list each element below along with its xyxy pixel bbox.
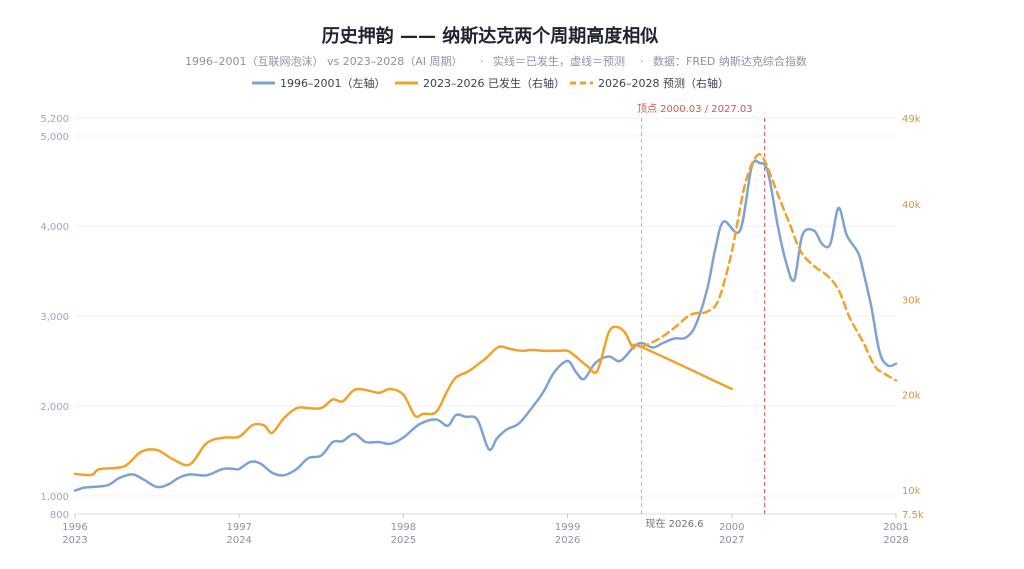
y-left-tick-label: 800: [50, 510, 69, 521]
x-tick-label-bottom: 2023: [62, 535, 87, 546]
annotations: 顶点 2000.03 / 2027.03 现在 2026.6: [637, 103, 766, 530]
series-line-2026-2028-forecast: [640, 153, 898, 382]
subtitle-source: 数据：FRED 纳斯达克综合指数: [653, 54, 807, 68]
x-tick-label-top: 1999: [555, 522, 580, 533]
y-right-tick-label: 10k: [902, 486, 921, 497]
x-tick-label-bottom: 2024: [226, 535, 251, 546]
legend-label: 1996–2001（左轴）: [280, 76, 386, 90]
x-tick-label-top: 2001: [883, 522, 908, 533]
subtitle-dot: ·: [640, 55, 644, 68]
peak-annotation-label: 顶点 2000.03 / 2027.03: [637, 103, 753, 115]
legend-item-2023-2026[interactable]: 2023–2026 已发生（右轴）: [395, 76, 565, 90]
y-left-tick-label: 2,000: [40, 402, 69, 413]
y-axis-right: 7.5k 10k 20k 30k 40k 49k: [902, 114, 924, 521]
legend-item-2026-2028-forecast[interactable]: 2026–2028 预测（右轴）: [570, 76, 729, 90]
y-axis-left: 800 1,000 2,000 3,000 4,000 5,000 5,200: [40, 114, 69, 521]
y-left-tick-label: 5,000: [40, 132, 69, 143]
now-annotation-label: 现在 2026.6: [645, 518, 703, 530]
x-tick-label-top: 1997: [226, 522, 251, 533]
chart-title: 历史押韵 —— 纳斯达克两个周期高度相似: [322, 25, 659, 47]
x-tick-label-top: 1996: [62, 522, 87, 533]
x-tick-label-bottom: 2025: [391, 535, 416, 546]
y-left-tick-label: 3,000: [40, 312, 69, 323]
y-left-tick-label: 5,200: [40, 114, 69, 125]
subtitle-legend-note: 实线＝已发生，虚线＝预测: [493, 54, 625, 68]
y-right-tick-label: 7.5k: [902, 510, 924, 521]
legend: 1996–2001（左轴） 2023–2026 已发生（右轴） 2026–202…: [252, 76, 729, 90]
x-axis: 1996 2023 1997 2024 1998 2025 1999 2026 2000 2027…: [62, 513, 909, 546]
y-right-tick-label: 30k: [902, 295, 921, 306]
legend-label: 2026–2028 预测（右轴）: [598, 76, 729, 90]
x-tick-label-top: 1998: [391, 522, 416, 533]
y-right-tick-label: 49k: [902, 114, 921, 125]
y-left-tick-label: 1,000: [40, 492, 69, 503]
series-lines: [73, 153, 898, 492]
y-right-tick-label: 40k: [902, 200, 921, 211]
y-right-tick-label: 20k: [902, 391, 921, 402]
x-tick-label-bottom: 2026: [555, 535, 580, 546]
x-tick-label-bottom: 2028: [883, 535, 908, 546]
y-left-tick-label: 4,000: [40, 222, 69, 233]
legend-label: 2023–2026 已发生（右轴）: [423, 76, 565, 90]
subtitle-dot: ·: [480, 55, 484, 68]
x-tick-label-top: 2000: [719, 522, 744, 533]
chart-subtitle: 1996–2001（互联网泡沫） vs 2023–2028（AI 周期） · 实…: [185, 54, 807, 68]
x-tick-label-bottom: 2027: [719, 535, 744, 546]
grid: [75, 117, 896, 497]
series-line-2023-2026: [73, 325, 734, 477]
subtitle-compare: 1996–2001（互联网泡沫） vs 2023–2028（AI 周期）: [185, 54, 462, 68]
legend-item-1996-2001[interactable]: 1996–2001（左轴）: [252, 76, 386, 90]
series-line-1996-2001: [73, 159, 898, 492]
